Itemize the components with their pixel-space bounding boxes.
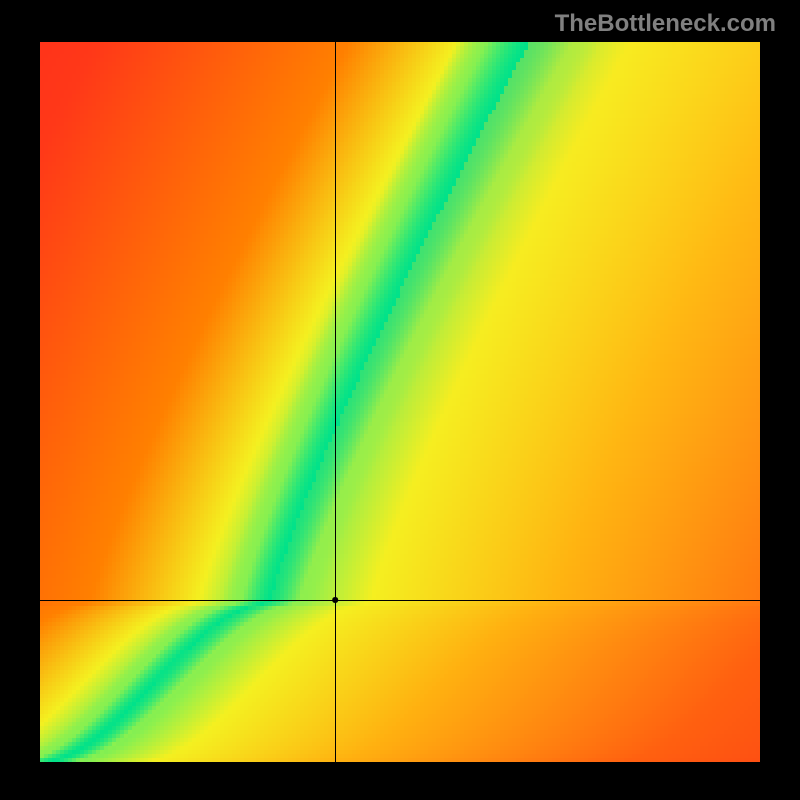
heatmap-plot [40,42,760,762]
watermark-text: TheBottleneck.com [555,10,776,38]
heatmap-crosshair-overlay [40,42,760,762]
